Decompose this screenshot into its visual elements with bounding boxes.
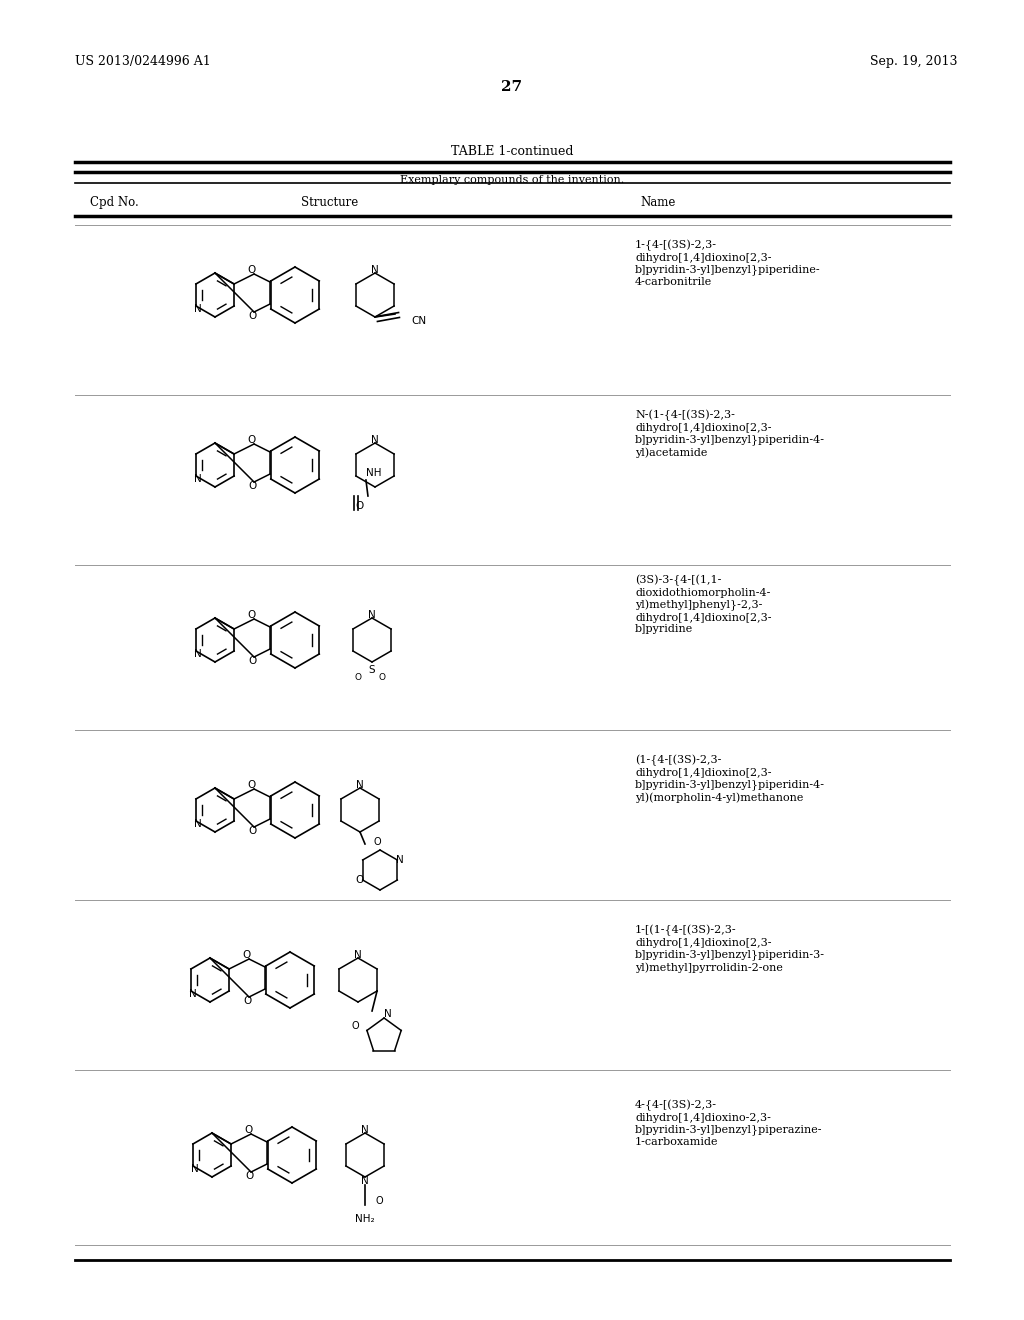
Text: O: O bbox=[373, 837, 381, 847]
Text: Exemplary compounds of the invention.: Exemplary compounds of the invention. bbox=[400, 176, 624, 185]
Text: Cpd No.: Cpd No. bbox=[90, 195, 138, 209]
Text: O: O bbox=[245, 1171, 253, 1181]
Text: N: N bbox=[361, 1176, 369, 1185]
Text: N: N bbox=[356, 780, 364, 789]
Text: N: N bbox=[189, 989, 197, 999]
Text: O: O bbox=[247, 436, 255, 445]
Text: 1-{4-[(3S)-2,3-
dihydro[1,4]dioxino[2,3-
b]pyridin-3-yl]benzyl}piperidine-
4-car: 1-{4-[(3S)-2,3- dihydro[1,4]dioxino[2,3-… bbox=[635, 240, 820, 286]
Text: N: N bbox=[371, 436, 379, 445]
Text: N: N bbox=[195, 649, 202, 659]
Text: 27: 27 bbox=[502, 81, 522, 94]
Text: O: O bbox=[354, 672, 361, 681]
Text: N: N bbox=[396, 855, 404, 865]
Text: S: S bbox=[369, 665, 376, 675]
Text: 1-[(1-{4-[(3S)-2,3-
dihydro[1,4]dioxino[2,3-
b]pyridin-3-yl]benzyl}piperidin-3-
: 1-[(1-{4-[(3S)-2,3- dihydro[1,4]dioxino[… bbox=[635, 925, 825, 973]
Text: N-(1-{4-[(3S)-2,3-
dihydro[1,4]dioxino[2,3-
b]pyridin-3-yl]benzyl}piperidin-4-
y: N-(1-{4-[(3S)-2,3- dihydro[1,4]dioxino[2… bbox=[635, 411, 825, 458]
Text: O: O bbox=[247, 780, 255, 789]
Text: O: O bbox=[248, 480, 256, 491]
Text: O: O bbox=[248, 656, 256, 667]
Text: (3S)-3-{4-[(1,1-
dioxidothiomorpholin-4-
yl)methyl]phenyl}-2,3-
dihydro[1,4]diox: (3S)-3-{4-[(1,1- dioxidothiomorpholin-4-… bbox=[635, 576, 771, 634]
Text: O: O bbox=[379, 672, 385, 681]
Text: O: O bbox=[248, 312, 256, 321]
Text: NH: NH bbox=[366, 469, 382, 478]
Text: N: N bbox=[354, 950, 361, 960]
Text: N: N bbox=[195, 474, 202, 484]
Text: O: O bbox=[247, 610, 255, 620]
Text: CN: CN bbox=[411, 315, 426, 326]
Text: Structure: Structure bbox=[301, 195, 358, 209]
Text: US 2013/0244996 A1: US 2013/0244996 A1 bbox=[75, 55, 211, 69]
Text: N: N bbox=[195, 818, 202, 829]
Text: NH₂: NH₂ bbox=[355, 1214, 375, 1224]
Text: O: O bbox=[351, 1022, 358, 1031]
Text: Sep. 19, 2013: Sep. 19, 2013 bbox=[870, 55, 957, 69]
Text: N: N bbox=[191, 1164, 199, 1173]
Text: O: O bbox=[244, 1125, 252, 1135]
Text: O: O bbox=[355, 875, 364, 884]
Text: N: N bbox=[368, 610, 376, 620]
Text: O: O bbox=[375, 1196, 383, 1206]
Text: O: O bbox=[247, 265, 255, 275]
Text: N: N bbox=[371, 265, 379, 275]
Text: O: O bbox=[243, 997, 251, 1006]
Text: O: O bbox=[355, 502, 365, 511]
Text: 4-{4-[(3S)-2,3-
dihydro[1,4]dioxino-2,3-
b]pyridin-3-yl]benzyl}piperazine-
1-car: 4-{4-[(3S)-2,3- dihydro[1,4]dioxino-2,3-… bbox=[635, 1100, 822, 1147]
Text: Name: Name bbox=[640, 195, 676, 209]
Text: N: N bbox=[361, 1125, 369, 1135]
Text: O: O bbox=[242, 950, 250, 960]
Text: (1-{4-[(3S)-2,3-
dihydro[1,4]dioxino[2,3-
b]pyridin-3-yl]benzyl}piperidin-4-
yl): (1-{4-[(3S)-2,3- dihydro[1,4]dioxino[2,3… bbox=[635, 755, 825, 803]
Text: O: O bbox=[248, 826, 256, 836]
Text: TABLE 1-continued: TABLE 1-continued bbox=[451, 145, 573, 158]
Text: N: N bbox=[195, 304, 202, 314]
Text: N: N bbox=[384, 1008, 392, 1019]
